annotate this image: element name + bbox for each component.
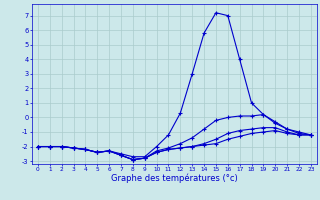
- X-axis label: Graphe des températures (°c): Graphe des températures (°c): [111, 174, 238, 183]
